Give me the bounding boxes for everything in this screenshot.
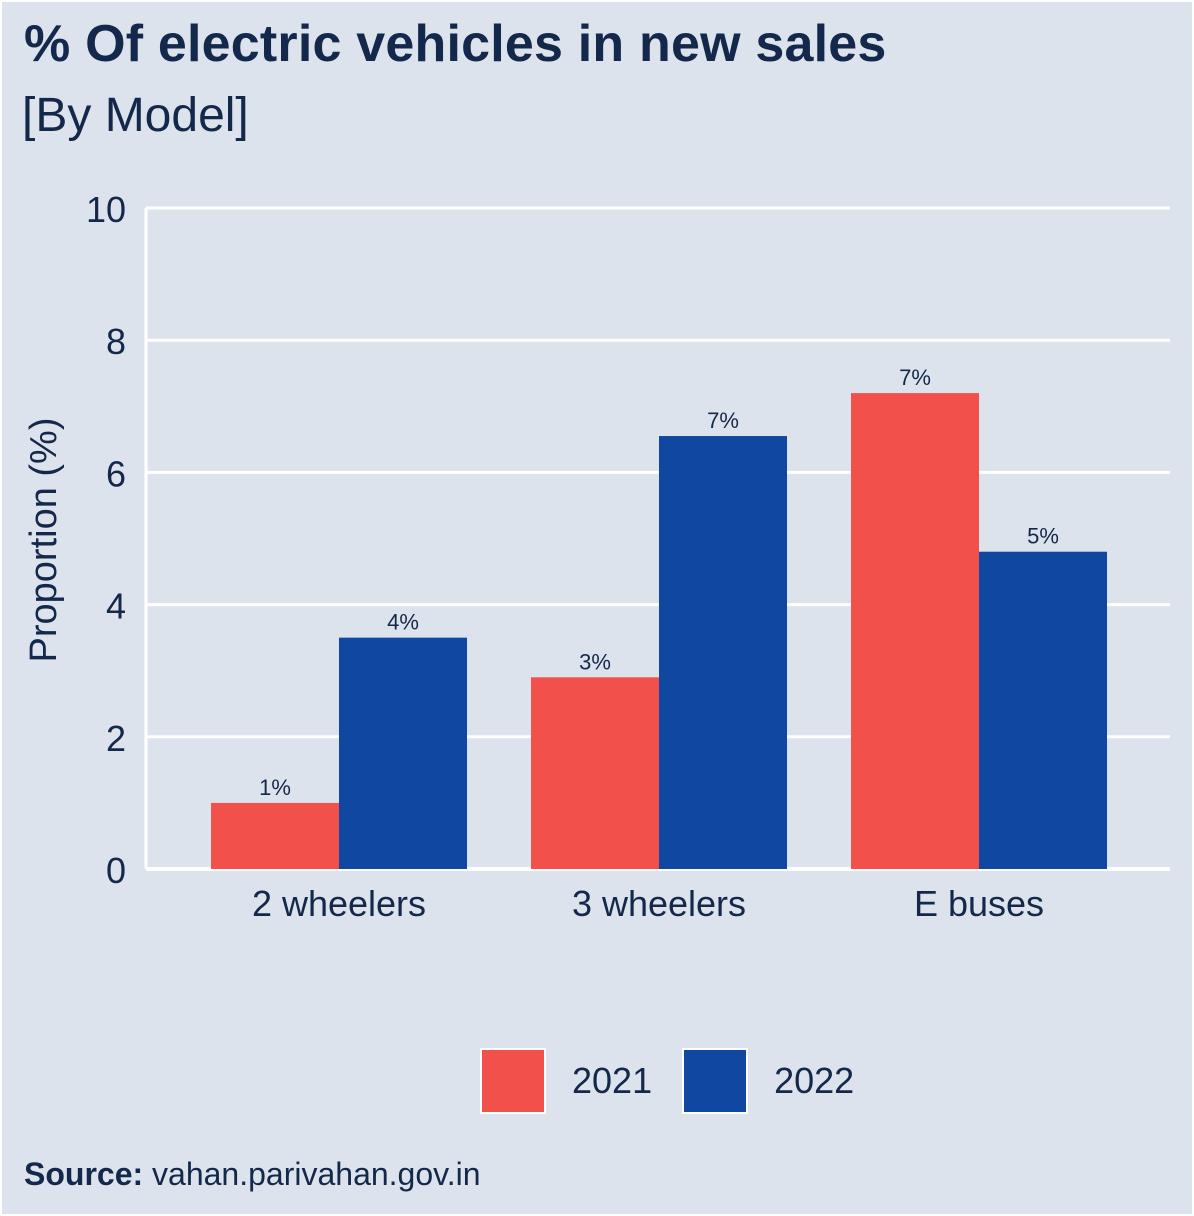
data-label-2021-e-buses: 7% (899, 365, 931, 390)
legend-item-2021: 2021 (480, 1048, 652, 1114)
bar-2022-e-buses (979, 551, 1107, 869)
y-tick-label-4: 4 (106, 586, 126, 627)
chart-title: % Of electric vehicles in new sales (24, 15, 887, 73)
bar-2021-3-wheelers (531, 677, 659, 869)
x-tick-label-2-wheelers: 2 wheelers (252, 883, 426, 924)
legend-swatch-2022 (682, 1048, 749, 1114)
y-tick-label-6: 6 (106, 453, 126, 494)
legend-item-2022: 2022 (682, 1048, 854, 1114)
bar-2021-2-wheelers (211, 802, 339, 869)
x-tick-labels: 2 wheelers 3 wheelers E buses (252, 883, 1044, 924)
data-label-2022-3-wheelers: 7% (707, 408, 739, 433)
x-tick-label-e-buses: E buses (914, 883, 1044, 924)
bars (211, 393, 1107, 869)
data-labels: 1% 4% 3% 7% 7% 5% (259, 365, 1059, 800)
x-tick-label-3-wheelers: 3 wheelers (572, 883, 746, 924)
y-tick-label-2: 2 (106, 718, 126, 759)
bar-2022-3-wheelers (659, 436, 787, 869)
legend-swatch-2021 (480, 1048, 546, 1114)
data-label-2022-2-wheelers: 4% (387, 610, 419, 635)
y-axis-label: Proportion (%) (23, 418, 65, 663)
legend-label-2021: 2021 (572, 1060, 653, 1101)
source-text: vahan.parivahan.gov.in (152, 1156, 481, 1192)
legend: 2021 2022 (480, 1046, 884, 1116)
data-label-2021-3-wheelers: 3% (579, 649, 611, 674)
source-note: Source: vahan.parivahan.gov.in (24, 1156, 481, 1193)
y-tick-label-10: 10 (86, 189, 126, 230)
data-label-2021-2-wheelers: 1% (259, 775, 291, 800)
legend-label-2022: 2022 (774, 1060, 855, 1101)
chart-subtitle: [By Model] (22, 89, 249, 142)
source-label: Source: (24, 1156, 144, 1192)
y-tick-label-0: 0 (106, 850, 126, 891)
bar-2021-e-buses (851, 393, 979, 869)
y-tick-label-8: 8 (106, 321, 126, 362)
bar-2022-2-wheelers (339, 637, 467, 869)
y-tick-labels: 0 2 4 6 8 10 (86, 189, 126, 891)
data-label-2022-e-buses: 5% (1027, 524, 1059, 549)
